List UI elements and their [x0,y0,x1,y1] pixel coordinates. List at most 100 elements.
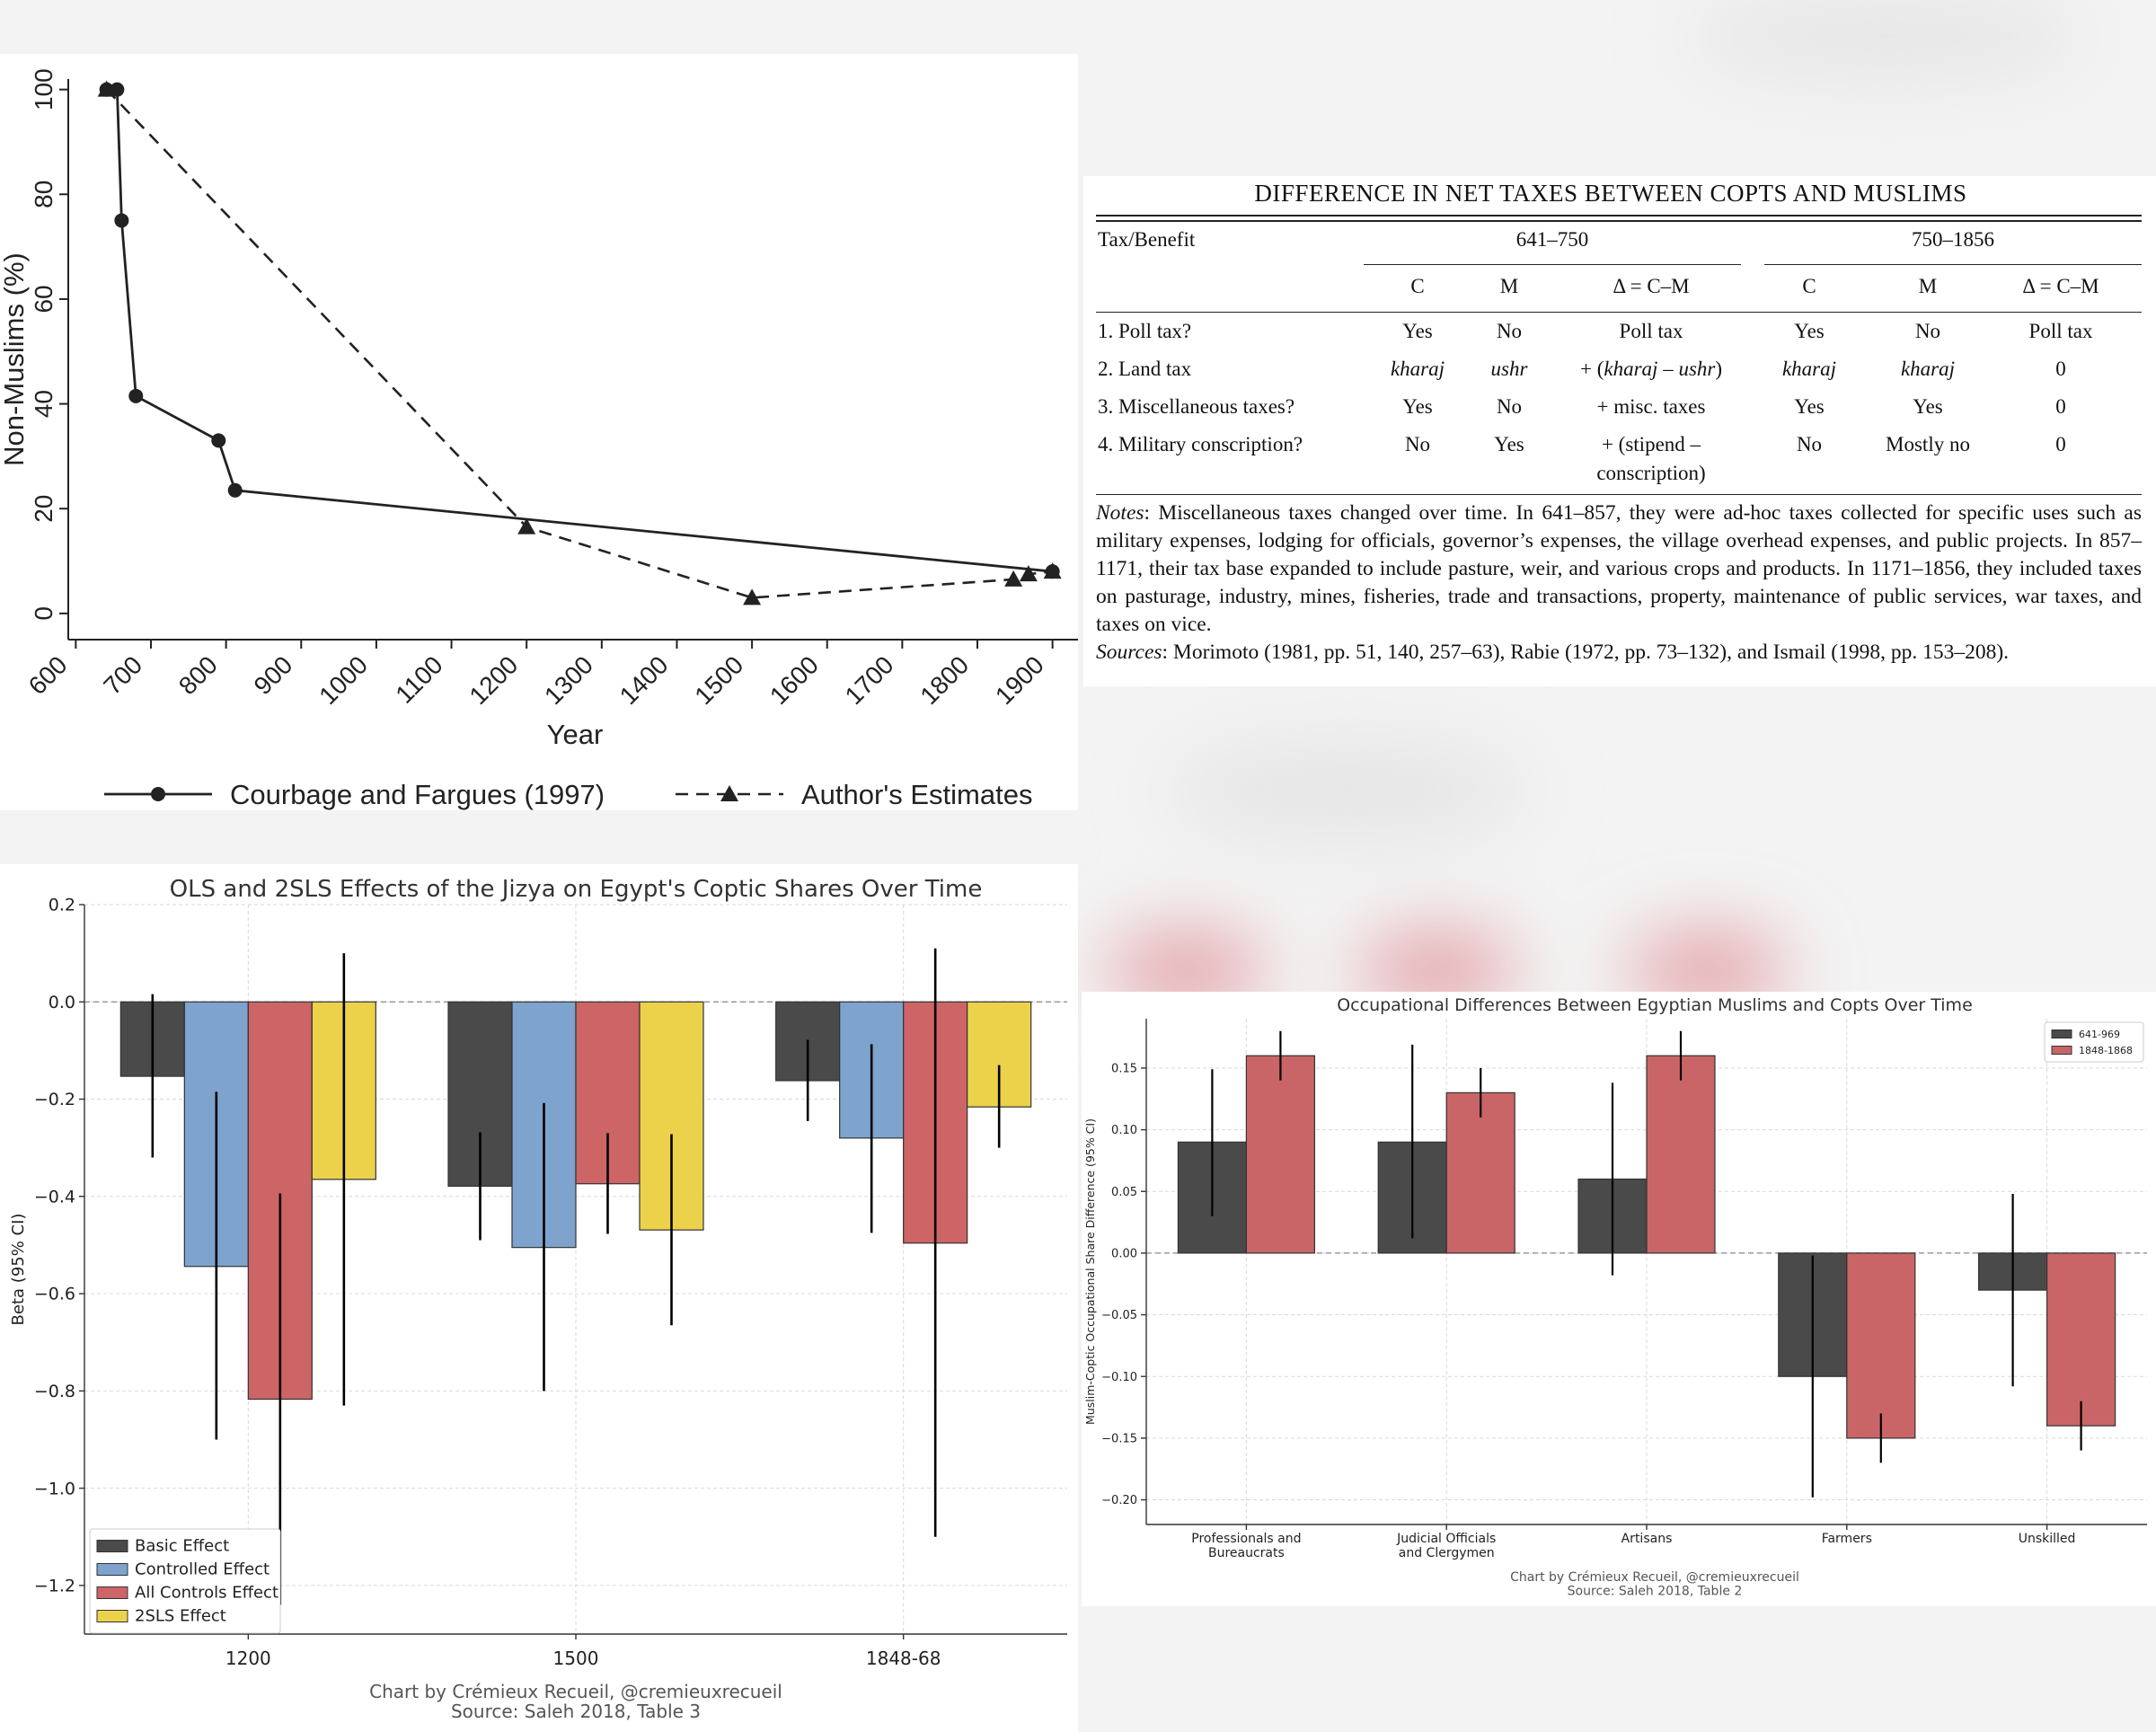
table-cell: 0 [2055,395,2066,418]
x-tick-label: 1400 [614,650,674,710]
data-point [743,588,762,605]
data-point [114,213,129,228]
y-axis-label: Beta (95% CI) [9,1214,28,1326]
table-rule [1364,264,1741,265]
table-cell: Poll tax [2028,320,2093,342]
legend-swatch [96,1610,128,1622]
sub-header: M [1499,275,1519,297]
sub-header: Δ = C–M [1613,275,1690,297]
legend-label: 2SLS Effect [135,1607,226,1626]
table-cell: No [1796,433,1823,455]
row-header: Tax/Benefit [1098,228,1196,251]
sub-header: C [1410,275,1425,297]
data-point [128,388,144,403]
y-tick-label: −0.4 [34,1187,75,1206]
data-point [211,433,226,448]
table-title: DIFFERENCE IN NET TAXES BETWEEN COPTS AN… [1254,180,1967,207]
y-tick-label: 60 [30,285,57,313]
line-chart-panel: 0 20 40 60 80 100 600 700 800 900 1000 1100 1200 1300… [0,54,1078,810]
data-point [1043,562,1062,579]
table-cell: + misc. taxes [1596,395,1706,418]
source: Source: Saleh 2018, Table 3 [451,1701,701,1722]
x-tick-label: 1500 [689,650,748,710]
x-tick-label: Artisans [1621,1532,1673,1546]
chart-title: Occupational Differences Between Egyptia… [1337,995,1973,1015]
sub-header: Δ = C–M [2022,275,2099,297]
table-cell: 0 [2055,433,2066,455]
x-tick-label: Bureaucrats [1208,1546,1285,1560]
legend-swatch [96,1586,128,1599]
x-tick-label: 1200 [225,1648,271,1669]
x-tick-label: 1000 [314,650,373,710]
sources-text: : Morimoto (1981, pp. 51, 140, 257–63), … [1162,641,2010,664]
table-cell: kharaj [1390,358,1445,380]
y-tick-label: 80 [30,181,57,208]
table-cell: ushr [1490,358,1528,380]
row-label: 2. Land tax [1098,358,1192,380]
y-tick-label: −1.0 [34,1479,75,1498]
table-cell: 0 [2055,358,2066,380]
x-tick-label: 1100 [390,650,448,709]
x-tick-label: 1848-68 [866,1648,941,1669]
x-tick-label: 800 [173,650,223,700]
y-tick-label: 0.2 [49,896,75,915]
table-cell: Mostly no [1886,433,1970,455]
y-tick-label: 40 [30,390,57,418]
source: Source: Saleh 2018, Table 2 [1568,1584,1743,1598]
table-rule [1764,264,2142,265]
x-tick-label: 1700 [840,650,899,710]
bar [1846,1252,1916,1439]
y-tick-label: −0.6 [34,1285,75,1304]
legend-label: 1848-1868 [2079,1045,2133,1056]
bar [2046,1252,2116,1427]
table-rule [1096,220,2142,222]
table-cell: No [1404,433,1431,455]
notes-text: : Miscellaneous taxes changed over time.… [1096,501,2142,636]
legend-label: 641-969 [2079,1029,2120,1040]
y-tick-label: −1.2 [34,1577,75,1596]
data-point [1019,565,1038,582]
bar [1445,1091,1515,1254]
table-cell: Yes [1913,395,1943,418]
legend-swatch [2051,1046,2072,1055]
y-tick-label: 20 [30,495,57,523]
table-cell: Poll tax [1619,320,1683,342]
period-header-1: 641–750 [1515,228,1589,251]
y-tick-label: 0.15 [1111,1062,1137,1075]
y-tick-label: 100 [30,68,57,110]
table-cell: Yes [1794,320,1825,342]
table-cell: + (kharaj – ushr) [1579,358,1723,380]
occupation-bar-chart: Occupational Differences Between Egyptia… [1083,995,2147,1598]
legend-label: Controlled Effect [135,1560,270,1579]
y-tick-label: −0.2 [34,1090,75,1109]
legend-swatch [96,1563,128,1576]
y-axis-label: Muslim-Coptic Occupational Share Differe… [1083,1118,1097,1425]
x-axis-label: Year [547,719,604,750]
credit: Chart by Crémieux Recueil, @cremieuxrecu… [369,1681,782,1702]
y-tick-label: −0.05 [1101,1309,1137,1322]
x-tick-label: 1600 [764,650,824,710]
y-tick-label: −0.10 [1101,1371,1137,1384]
jizya-bar-chart: OLS and 2SLS Effects of the Jizya on Egy… [9,876,1067,1722]
x-tick-label: 1300 [539,650,598,710]
legend-swatch [2051,1029,2072,1038]
table-notes: Notes: Miscellaneous taxes changed over … [1096,499,2142,667]
x-tick-label: 1800 [915,650,974,710]
legend-label: All Controls Effect [135,1584,278,1603]
series-line-courbage [106,88,1053,573]
occupation-bar-chart-panel: Occupational Differences Between Egyptia… [1082,992,2156,1606]
line-chart: 0 20 40 60 80 100 600 700 800 900 1000 1100 1200 1300… [0,68,1078,810]
x-tick-label: 1200 [464,650,523,710]
period-header-2: 750–1856 [1912,228,1994,251]
row-label: 1. Poll tax? [1098,320,1192,342]
data-point [97,80,116,97]
jizya-bar-chart-panel: OLS and 2SLS Effects of the Jizya on Egy… [0,864,1078,1732]
legend-swatch [96,1540,128,1552]
sub-header: C [1802,275,1816,297]
table-cell: Yes [1794,395,1825,418]
table-cell: kharaj [1900,358,1956,380]
sources-label: Sources [1096,641,1162,664]
table-cell: conscription) [1596,462,1706,484]
x-tick-label: 1500 [553,1648,599,1669]
tax-table-panel: DIFFERENCE IN NET TAXES BETWEEN COPTS AN… [1083,176,2156,686]
